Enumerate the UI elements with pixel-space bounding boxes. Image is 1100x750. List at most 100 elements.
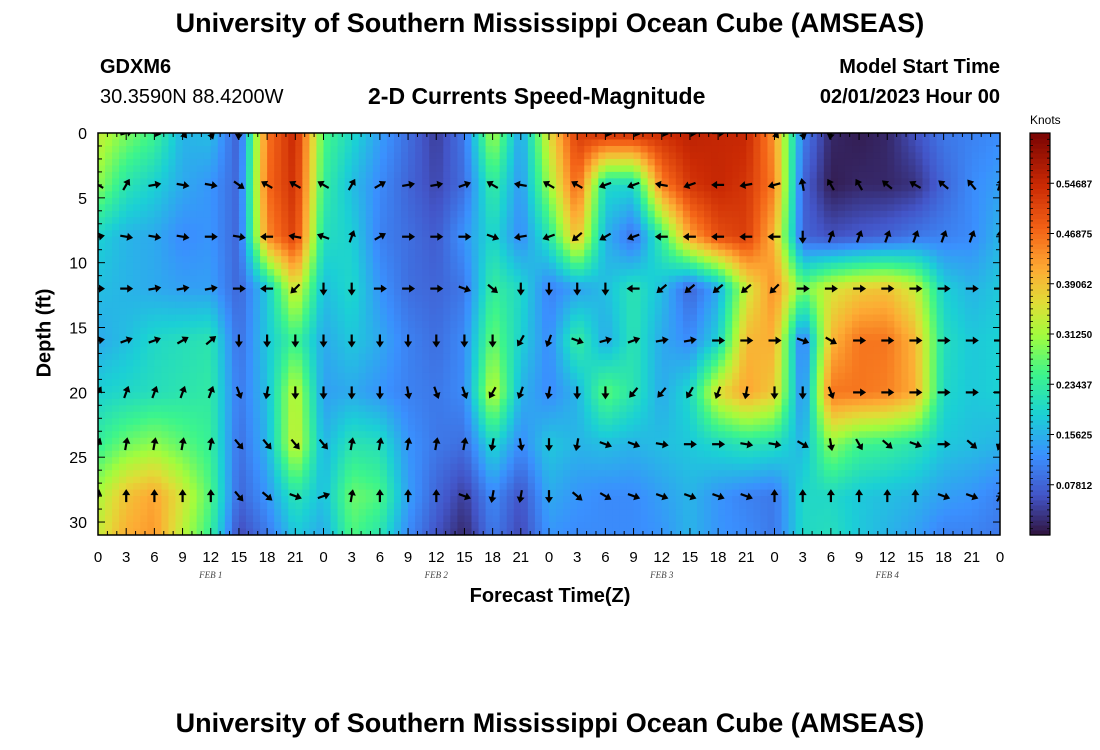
heatmap-cell	[971, 210, 980, 218]
heatmap-cell	[668, 288, 677, 296]
heatmap-cell	[231, 275, 240, 283]
heatmap-cell	[126, 359, 134, 368]
heatmap-cell	[894, 346, 902, 355]
heatmap-cell	[147, 327, 155, 335]
heatmap-cell	[880, 171, 888, 179]
heatmap-cell	[499, 282, 508, 290]
heatmap-cell	[119, 158, 127, 167]
heatmap-cell	[133, 236, 141, 244]
heatmap-cell	[182, 379, 191, 387]
heatmap-cell	[661, 359, 670, 368]
heatmap-cell	[619, 340, 628, 348]
heatmap-cell	[816, 301, 825, 309]
heatmap-cell	[802, 145, 811, 154]
heatmap-cell	[619, 314, 628, 322]
heatmap-cell	[746, 353, 754, 361]
heatmap-cell	[598, 204, 606, 212]
heatmap-cell	[725, 275, 733, 283]
heatmap-cell	[224, 288, 233, 296]
heatmap-cell	[844, 165, 853, 173]
heatmap-cell	[429, 184, 437, 192]
heatmap-cell	[105, 249, 113, 257]
heatmap-cell	[365, 145, 374, 154]
heatmap-cell	[774, 334, 783, 342]
heatmap-cell	[675, 308, 684, 316]
heatmap-cell	[563, 223, 571, 231]
heatmap-cell	[809, 340, 818, 348]
heatmap-cell	[224, 269, 233, 277]
heatmap-cell	[584, 145, 592, 154]
heatmap-cell	[393, 204, 402, 212]
heatmap-cell	[753, 210, 762, 218]
heatmap-cell	[689, 346, 698, 355]
heatmap-cell	[443, 230, 451, 238]
heatmap-cell	[760, 197, 769, 205]
heatmap-cell	[802, 204, 811, 212]
heatmap-cell	[732, 288, 740, 296]
heatmap-cell	[281, 379, 289, 387]
heatmap-cell	[203, 152, 212, 160]
heatmap-cell	[520, 210, 529, 218]
heatmap-cell	[358, 308, 367, 316]
heatmap-cell	[682, 282, 691, 290]
heatmap-cell	[767, 295, 776, 303]
heatmap-cell	[337, 269, 346, 277]
heatmap-cell	[760, 282, 769, 290]
heatmap-cell	[422, 346, 430, 355]
heatmap-cell	[563, 139, 571, 147]
heatmap-cell	[556, 288, 564, 296]
heatmap-cell	[534, 243, 543, 251]
heatmap-cell	[556, 217, 564, 225]
heatmap-cell	[732, 158, 740, 167]
heatmap-cell	[281, 197, 289, 205]
heatmap-cell	[133, 243, 141, 251]
heatmap-cell	[112, 178, 120, 186]
heatmap-cell	[654, 165, 663, 173]
heatmap-cell	[393, 191, 402, 199]
heatmap-cell	[908, 372, 917, 380]
heatmap-cell	[168, 184, 177, 192]
heatmap-cell	[802, 353, 811, 361]
heatmap-cell	[443, 249, 451, 257]
heatmap-cell	[527, 158, 536, 167]
heatmap-cell	[823, 288, 832, 296]
heatmap-cell	[711, 256, 719, 264]
heatmap-cell	[859, 158, 867, 167]
heatmap-cell	[732, 282, 740, 290]
heatmap-cell	[126, 256, 134, 264]
heatmap-cell	[189, 269, 198, 277]
heatmap-cell	[689, 366, 698, 374]
heatmap-cell	[781, 178, 790, 186]
heatmap-cell	[739, 269, 747, 277]
heatmap-cell	[556, 275, 564, 283]
heatmap-cell	[337, 262, 346, 270]
heatmap-cell	[161, 133, 170, 141]
heatmap-cell	[513, 158, 522, 167]
heatmap-cell	[788, 359, 797, 368]
heatmap-cell	[401, 282, 409, 290]
heatmap-cell	[591, 133, 599, 141]
heatmap-cell	[471, 197, 480, 205]
heatmap-cell	[203, 236, 212, 244]
heatmap-cell	[725, 171, 733, 179]
heatmap-cell	[661, 308, 670, 316]
heatmap-cell	[260, 256, 268, 264]
heatmap-cell	[471, 256, 480, 264]
heatmap-cell	[739, 171, 747, 179]
heatmap-cell	[788, 223, 797, 231]
heatmap-cell	[393, 359, 402, 368]
heatmap-cell	[816, 249, 825, 257]
heatmap-cell	[147, 191, 155, 199]
heatmap-cell	[133, 230, 141, 238]
heatmap-cell	[704, 243, 712, 251]
heatmap-cell	[478, 145, 487, 154]
heatmap-cell	[203, 178, 212, 186]
heatmap-cell	[802, 379, 811, 387]
heatmap-cell	[238, 288, 247, 296]
heatmap-cell	[140, 249, 148, 257]
heatmap-cell	[358, 133, 367, 141]
heatmap-cell	[823, 314, 832, 322]
heatmap-cell	[689, 197, 698, 205]
heatmap-cell	[302, 372, 311, 380]
heatmap-cell	[985, 191, 994, 199]
